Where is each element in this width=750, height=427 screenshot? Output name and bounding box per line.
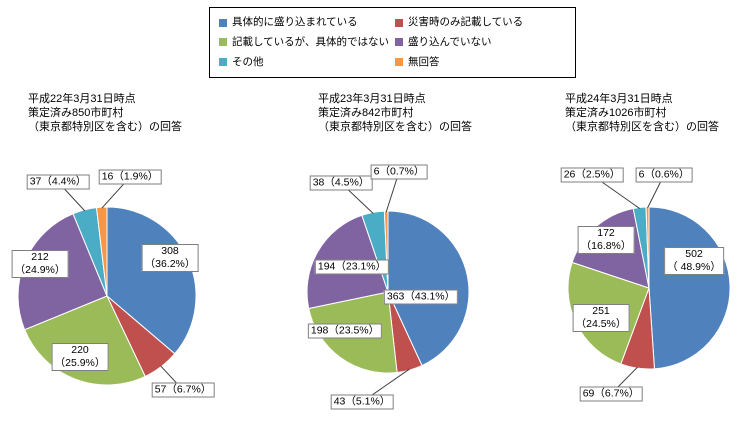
pie1-data-label-2: 220 （25.9%） — [51, 343, 109, 371]
data-label-percent: （ 48.9%） — [667, 261, 721, 273]
pie1-title-line3: （東京都特別区を含む）の回答 — [28, 121, 182, 133]
pie2-title: 平成23年3月31日時点 策定済み842市町村 （東京都特別区を含む）の回答 — [318, 92, 472, 134]
data-label-value: 220 — [71, 344, 89, 356]
pie3-slice-0 — [648, 206, 731, 370]
legend-label: 具体的に盛り込まれている — [232, 16, 358, 29]
pie3-title: 平成24年3月31日時点 策定済み1026市町村 （東京都特別区を含む）の回答 — [565, 92, 719, 134]
pie3-data-label-3: 172 （16.8%） — [577, 226, 635, 254]
pie1-data-label-4: 37（4.4%） — [26, 174, 90, 190]
pie3-data-label-2: 251 （24.5%） — [572, 304, 630, 332]
pie2-title-line3: （東京都特別区を含む）の回答 — [318, 121, 472, 133]
legend-item-5: 無回答 — [395, 55, 569, 70]
legend-item-4: その他 — [219, 55, 389, 70]
pie2-title-line2: 策定済み842市町村 — [318, 107, 414, 119]
pie2-data-label-3: 194（23.1%） — [314, 259, 390, 275]
pie2-data-label-0: 363（43.1%） — [383, 289, 459, 305]
data-label-percent: （24.5%） — [575, 318, 627, 330]
legend-item-0: 具体的に盛り込まれている — [219, 15, 389, 30]
pie1-data-label-1: 57（6.7%） — [151, 382, 215, 398]
legend-label: その他 — [232, 55, 264, 68]
pie1-title-line2: 策定済み850市町村 — [28, 107, 124, 119]
pie2-data-label-4: 38（4.5%） — [309, 175, 373, 191]
chart-legend: 具体的に盛り込まれている 災害時のみ記載している記載しているが、具体的ではない 盛り… — [209, 7, 576, 78]
data-label-value: 212 — [31, 251, 49, 263]
legend-label: 無回答 — [408, 55, 440, 68]
data-label-percent: （25.9%） — [54, 357, 106, 369]
legend-swatch-icon — [395, 38, 403, 47]
legend-swatch-icon — [395, 18, 403, 27]
pie3-title-line3: （東京都特別区を含む）の回答 — [565, 121, 719, 133]
pie2-data-label-5: 6（0.7%） — [370, 164, 428, 180]
data-label-value: 308 — [161, 245, 179, 257]
pie2-title-line1: 平成23年3月31日時点 — [318, 93, 426, 105]
legend-swatch-icon — [219, 38, 227, 47]
pie1-data-label-3: 212 （24.9%） — [11, 250, 69, 278]
data-label-percent: （16.8%） — [580, 240, 632, 252]
legend-swatch-icon — [219, 58, 227, 67]
pie2-slice-0 — [387, 210, 470, 367]
legend-label: 災害時のみ記載している — [408, 16, 524, 29]
pie3-data-label-5: 6（0.6%） — [635, 167, 693, 183]
data-label-value: 172 — [597, 227, 615, 239]
data-label-percent: （24.9%） — [14, 264, 66, 276]
pie3-data-label-0: 502 （ 48.9%） — [664, 247, 724, 275]
legend-label: 記載しているが、具体的ではない — [232, 35, 389, 48]
pie2-data-label-2: 198（23.5%） — [307, 323, 383, 339]
data-label-value: 502 — [685, 248, 703, 260]
pie3-title-line2: 策定済み1026市町村 — [565, 107, 667, 119]
pie1-title: 平成22年3月31日時点 策定済み850市町村 （東京都特別区を含む）の回答 — [28, 92, 182, 134]
legend-swatch-icon — [395, 58, 403, 67]
pie3-title-line1: 平成24年3月31日時点 — [565, 93, 673, 105]
legend-item-2: 記載しているが、具体的ではない — [219, 35, 389, 50]
pie1-data-label-0: 308 （36.2%） — [141, 244, 199, 272]
data-label-value: 251 — [592, 305, 610, 317]
pie1-title-line1: 平成22年3月31日時点 — [28, 93, 136, 105]
legend-label: 盛り込んでいない — [408, 35, 492, 48]
pie3-data-label-1: 69（6.7%） — [579, 386, 643, 402]
pie2-data-label-1: 43（5.1%） — [330, 394, 394, 410]
pie3-data-label-4: 26（2.5%） — [560, 167, 624, 183]
data-label-percent: （36.2%） — [144, 258, 196, 270]
pie1-data-label-5: 16（1.9%） — [98, 169, 162, 185]
legend-item-3: 盛り込んでいない — [395, 35, 569, 50]
pie1-slice-5 — [95, 206, 108, 297]
legend-item-1: 災害時のみ記載している — [395, 15, 569, 30]
legend-swatch-icon — [219, 18, 227, 27]
